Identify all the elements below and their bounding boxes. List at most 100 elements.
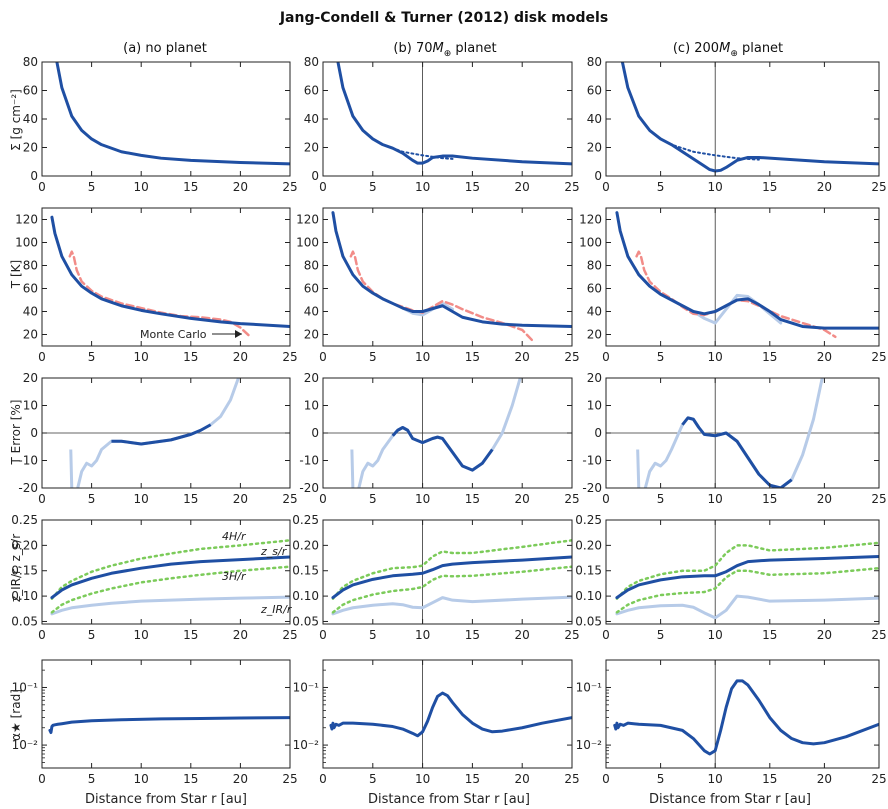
panel-r0-c2: 0 5 10 15 20 25 0 20 40 60 80 bbox=[587, 55, 887, 194]
column-title-b: (b) 70M⊕ planet bbox=[393, 41, 496, 59]
series-line bbox=[615, 566, 879, 614]
column-title-c: (c) 200M⊕ planet bbox=[673, 41, 783, 59]
series-line bbox=[50, 555, 290, 600]
series-group bbox=[329, 691, 572, 738]
panel-r0-c1: 0 5 10 15 20 25 0 20 40 60 80 bbox=[304, 55, 580, 194]
plot-frame bbox=[605, 659, 880, 769]
x-tick-label: 15 bbox=[762, 180, 777, 194]
x-tick-label: 15 bbox=[762, 350, 777, 364]
y-tick-label: 10⁻¹ bbox=[293, 680, 320, 694]
series-group bbox=[50, 215, 290, 339]
x-tick-label: 25 bbox=[282, 180, 297, 194]
y-tick-label: 10⁻¹ bbox=[12, 680, 39, 694]
x-tick-label: 0 bbox=[38, 350, 46, 364]
y-tick-label: 10 bbox=[304, 399, 319, 413]
series-group bbox=[331, 211, 572, 342]
x-tick-label: 10 bbox=[708, 772, 723, 786]
x-tick-label: 25 bbox=[564, 350, 579, 364]
y-tick-label: 0.15 bbox=[292, 564, 319, 578]
x-tick-label: 20 bbox=[233, 628, 248, 642]
y-tick-label: 0 bbox=[311, 426, 319, 440]
x-tick-label: 0 bbox=[602, 492, 610, 506]
x-tick-label: 10 bbox=[708, 180, 723, 194]
panel-r3-c1: 0 5 10 15 20 25 0.05 0.10 0.15 0.20 0.25 bbox=[292, 513, 579, 642]
x-tick-label: 25 bbox=[282, 628, 297, 642]
y-tick-label: -10 bbox=[299, 454, 319, 468]
y-tick-label: 40 bbox=[304, 305, 319, 319]
y-tick-label: -20 bbox=[18, 481, 38, 495]
series-group bbox=[336, 62, 572, 166]
x-tick-label: 25 bbox=[871, 772, 886, 786]
series-group bbox=[620, 62, 879, 173]
panel-r1-c0: 0 5 10 15 20 25 20 40 60 80 100 120 bbox=[15, 207, 298, 364]
x-tick-label: 0 bbox=[602, 180, 610, 194]
y-tick-label: 120 bbox=[15, 213, 38, 227]
y-tick-label: 80 bbox=[23, 259, 38, 273]
x-tick-label: 10 bbox=[708, 492, 723, 506]
y-tick-label: 0.05 bbox=[11, 614, 38, 628]
x-tick-label: 15 bbox=[183, 772, 198, 786]
x-tick-label: 5 bbox=[88, 180, 96, 194]
panel-r4-c0: 0 5 10 15 20 25 10⁻² 10⁻¹ bbox=[12, 659, 298, 786]
panel-r4-c2: 0 5 10 15 20 25 10⁻² 10⁻¹ bbox=[576, 659, 887, 786]
x-tick-label: 15 bbox=[465, 492, 480, 506]
x-tick-label: 20 bbox=[233, 350, 248, 364]
y-tick-label: -10 bbox=[582, 454, 602, 468]
x-tick-label: 25 bbox=[871, 180, 886, 194]
x-tick-label: 0 bbox=[602, 350, 610, 364]
x-tick-label: 25 bbox=[871, 350, 886, 364]
series-line bbox=[659, 137, 760, 161]
y-tick-label: 0.05 bbox=[575, 614, 602, 628]
x-tick-label: 10 bbox=[415, 492, 430, 506]
x-tick-label: 20 bbox=[817, 772, 832, 786]
x-tick-label: 0 bbox=[38, 492, 46, 506]
label-zir: z_IR/r bbox=[260, 603, 293, 616]
series-group bbox=[615, 211, 879, 339]
y-tick-label: 10 bbox=[587, 399, 602, 413]
x-tick-label: 0 bbox=[319, 628, 327, 642]
y-tick-label: 60 bbox=[304, 84, 319, 98]
y-tick-label: 20 bbox=[23, 328, 38, 342]
monte-carlo-label: Monte Carlo bbox=[140, 328, 207, 341]
series-line bbox=[68, 250, 252, 339]
x-tick-label: 25 bbox=[282, 772, 297, 786]
x-tick-label: 10 bbox=[415, 628, 430, 642]
y-tick-label: 80 bbox=[23, 55, 38, 69]
series-line bbox=[331, 555, 572, 600]
series-line bbox=[615, 541, 879, 600]
x-tick-label: 0 bbox=[319, 492, 327, 506]
y-tick-label: 0.25 bbox=[11, 513, 38, 527]
x-tick-label: 10 bbox=[134, 492, 149, 506]
x-tick-label: 5 bbox=[657, 180, 665, 194]
y-tick-label: 0 bbox=[30, 169, 38, 183]
label-zs: z_s/r bbox=[260, 545, 288, 558]
series-line bbox=[331, 211, 572, 328]
y-tick-label: -20 bbox=[582, 481, 602, 495]
y-tick-label: 80 bbox=[304, 55, 319, 69]
ylabel-heights: z_IR/r, z_s/r bbox=[9, 534, 23, 602]
panel-r3-c2: 0 5 10 15 20 25 0.05 0.10 0.15 0.20 0.25 bbox=[575, 513, 886, 642]
xlabel-a: Distance from Star r [au] bbox=[85, 792, 247, 807]
column-title-a: (a) no planet bbox=[123, 41, 207, 56]
y-tick-label: 0.20 bbox=[575, 538, 602, 552]
y-tick-label: 0 bbox=[311, 169, 319, 183]
series-line bbox=[613, 679, 879, 756]
series-line bbox=[635, 250, 837, 339]
plot-frame bbox=[322, 659, 573, 769]
x-tick-label: 0 bbox=[319, 350, 327, 364]
x-tick-label: 5 bbox=[88, 628, 96, 642]
x-tick-label: 5 bbox=[369, 180, 377, 194]
x-tick-label: 0 bbox=[38, 628, 46, 642]
x-tick-label: 5 bbox=[88, 350, 96, 364]
y-tick-label: 0.15 bbox=[11, 564, 38, 578]
ylabel-surface-density: Σ [g cm⁻²] bbox=[9, 89, 23, 151]
series-line bbox=[331, 539, 572, 600]
y-tick-label: 20 bbox=[304, 141, 319, 155]
panel-r0-c0: 0 5 10 15 20 25 0 20 40 60 80 bbox=[23, 55, 298, 194]
x-tick-label: 25 bbox=[282, 350, 297, 364]
x-tick-label: 15 bbox=[465, 350, 480, 364]
x-tick-label: 15 bbox=[465, 772, 480, 786]
series-group bbox=[350, 378, 522, 488]
y-tick-label: 60 bbox=[587, 282, 602, 296]
